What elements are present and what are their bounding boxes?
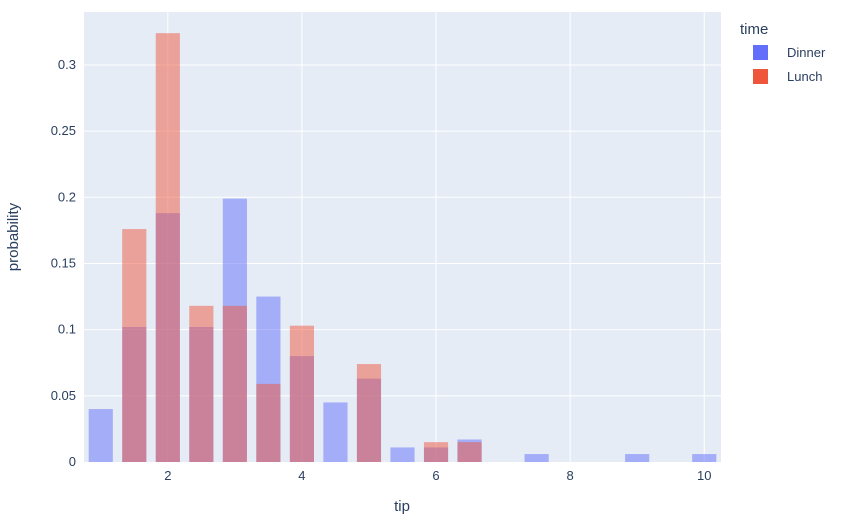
legend-title: time	[740, 21, 768, 38]
legend-item-lunch[interactable]: Lunch	[753, 69, 822, 84]
y-tick-label: 0.15	[51, 255, 76, 270]
bar-lunch[interactable]	[256, 383, 281, 462]
bar-lunch[interactable]	[222, 305, 247, 462]
y-tick-label: 0.1	[58, 322, 76, 337]
bar-dinner[interactable]	[390, 447, 415, 462]
x-axis-ticks: 2 4 6 8 10	[164, 468, 711, 483]
legend[interactable]: time Dinner Lunch	[740, 21, 826, 84]
legend-label-lunch: Lunch	[787, 69, 822, 84]
bar-dinner[interactable]	[323, 402, 348, 462]
legend-label-dinner: Dinner	[787, 45, 826, 60]
y-axis-title: probability	[5, 202, 22, 271]
bar-dinner[interactable]	[625, 454, 650, 462]
bar-dinner[interactable]	[692, 454, 717, 462]
legend-item-dinner[interactable]: Dinner	[753, 45, 826, 60]
bar-lunch[interactable]	[289, 325, 314, 462]
x-tick-label: 2	[164, 468, 171, 483]
y-tick-label: 0.25	[51, 123, 76, 138]
y-tick-label: 0.2	[58, 189, 76, 204]
y-tick-label: 0.05	[51, 388, 76, 403]
x-axis-title: tip	[394, 498, 410, 515]
bar-lunch[interactable]	[423, 442, 449, 462]
bar-lunch[interactable]	[189, 305, 214, 462]
y-tick-label: 0	[69, 454, 76, 469]
x-tick-label: 10	[697, 468, 711, 483]
bar-lunch[interactable]	[457, 442, 482, 462]
grid-lines	[84, 12, 721, 462]
x-tick-label: 8	[567, 468, 574, 483]
y-axis-ticks: 0 0.05 0.1 0.15 0.2 0.25 0.3	[51, 57, 76, 469]
bar-lunch[interactable]	[155, 33, 180, 462]
x-tick-label: 6	[432, 468, 439, 483]
bar-lunch[interactable]	[122, 229, 147, 462]
x-tick-label: 4	[298, 468, 305, 483]
bar-dinner[interactable]	[88, 409, 113, 462]
bars	[88, 33, 717, 462]
bar-dinner[interactable]	[524, 454, 549, 462]
legend-swatch-lunch	[753, 69, 768, 84]
legend-swatch-dinner	[753, 45, 768, 60]
bar-lunch[interactable]	[356, 364, 382, 462]
y-tick-label: 0.3	[58, 57, 76, 72]
